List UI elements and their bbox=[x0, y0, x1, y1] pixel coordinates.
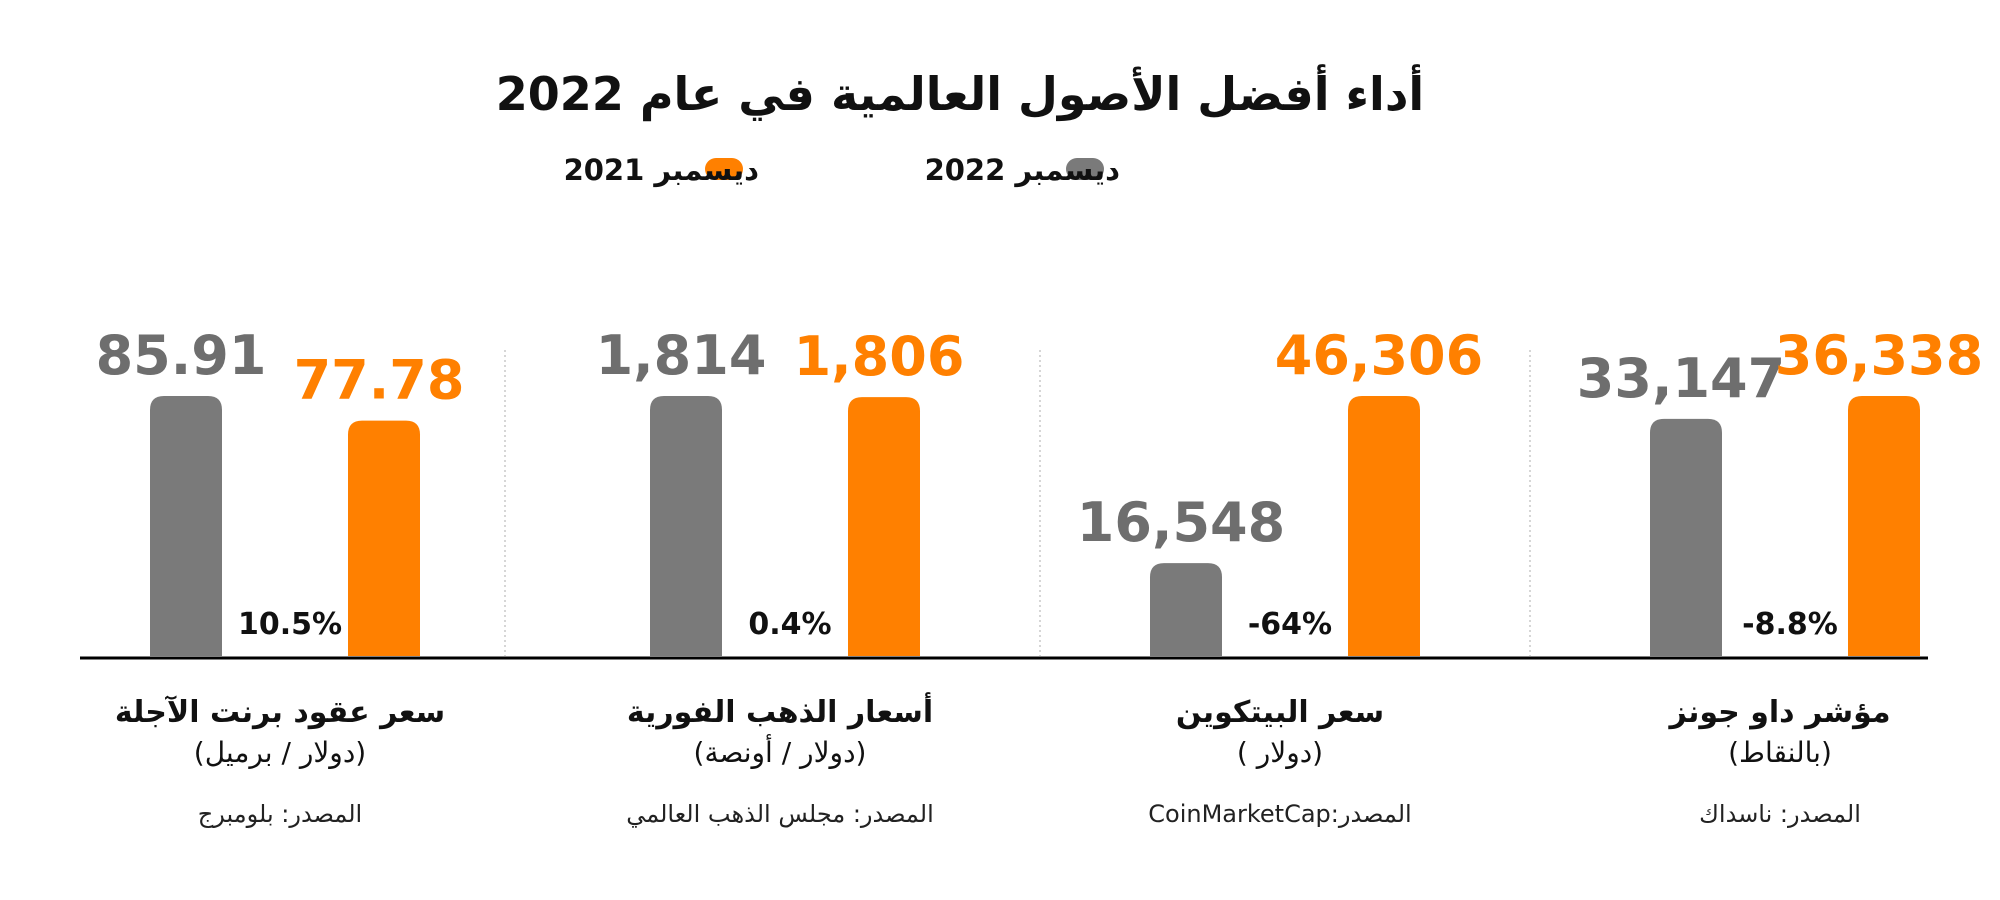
category-labels: مؤشر داو جونز (بالنقاط) المصدر: ناسداك سعر … bbox=[115, 692, 1891, 828]
bar-dec-2022 bbox=[1150, 563, 1222, 656]
legend-swatch-dec-2021 bbox=[705, 158, 743, 180]
source-label: المصدر: بلومبرج bbox=[198, 800, 362, 828]
value-label-dec-2022: 1,814 bbox=[596, 324, 767, 387]
bars bbox=[150, 396, 1920, 656]
legend-item-dec-2021: ديسمبر 2021 bbox=[564, 153, 759, 187]
category-label: أسعار الذهب الفورية bbox=[627, 692, 933, 730]
category-label: سعر البيتكوين bbox=[1176, 695, 1384, 730]
legend: ديسمبر 2022 ديسمبر 2021 bbox=[564, 153, 1120, 187]
value-label-dec-2021: 77.78 bbox=[294, 349, 465, 412]
legend-label-dec-2022: ديسمبر 2022 bbox=[925, 153, 1120, 187]
value-label-dec-2021: 46,306 bbox=[1275, 324, 1483, 387]
bar-dec-2022 bbox=[1650, 418, 1722, 656]
legend-label-dec-2021: ديسمبر 2021 bbox=[564, 153, 759, 187]
unit-label: (دولار ) bbox=[1237, 736, 1323, 769]
source-label: المصدر: مجلس الذهب العالمي bbox=[626, 800, 934, 828]
category-label: سعر عقود برنت الآجلة bbox=[115, 695, 445, 730]
bar-dec-2022 bbox=[150, 396, 222, 656]
change-label: 0.4% bbox=[748, 607, 831, 642]
chart-title: أداء أفضل الأصول العالمية في عام 2022 bbox=[496, 64, 1424, 121]
value-label-dec-2022: 16,548 bbox=[1077, 491, 1285, 554]
change-label: 10.5% bbox=[238, 607, 342, 642]
category-label: مؤشر داو جونز bbox=[1667, 695, 1890, 730]
bar-dec-2021 bbox=[848, 397, 920, 656]
unit-label: (دولار / أونصة) bbox=[694, 733, 867, 769]
bar-dec-2021 bbox=[1848, 396, 1920, 656]
value-label-dec-2021: 1,806 bbox=[794, 325, 965, 388]
legend-item-dec-2022: ديسمبر 2022 bbox=[925, 153, 1120, 187]
change-label: -64% bbox=[1248, 607, 1332, 642]
value-label-dec-2021: 36,338 bbox=[1775, 324, 1983, 387]
source-label: المصدر:CoinMarketCap bbox=[1148, 800, 1411, 828]
unit-label: (دولار / برميل) bbox=[194, 736, 366, 769]
group-dividers bbox=[504, 350, 1531, 656]
value-label-dec-2022: 85.91 bbox=[96, 324, 267, 387]
value-label-dec-2022: 33,147 bbox=[1577, 347, 1785, 410]
change-label: -8.8% bbox=[1742, 607, 1838, 642]
source-label: المصدر: ناسداك bbox=[1699, 800, 1861, 828]
bar-dec-2022 bbox=[650, 396, 722, 656]
unit-label: (بالنقاط) bbox=[1728, 736, 1832, 769]
bar-dec-2021 bbox=[348, 420, 420, 656]
legend-swatch-dec-2022 bbox=[1066, 158, 1104, 180]
bar-dec-2021 bbox=[1348, 396, 1420, 656]
